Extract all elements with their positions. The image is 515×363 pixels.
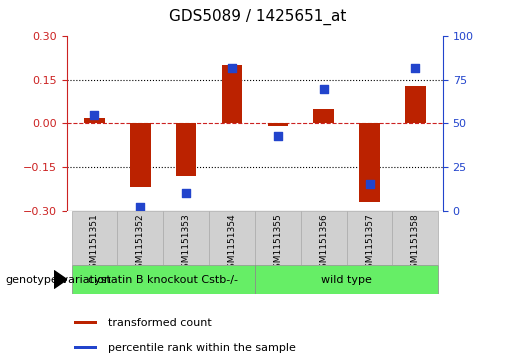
- Text: genotype/variation: genotype/variation: [5, 274, 111, 285]
- Bar: [84, 118, 105, 123]
- Text: GSM1151353: GSM1151353: [182, 213, 191, 274]
- Bar: [359, 123, 380, 202]
- Point: [182, 190, 190, 196]
- Text: GSM1151352: GSM1151352: [136, 213, 145, 274]
- Bar: [314, 109, 334, 123]
- Bar: [255, 211, 301, 265]
- Bar: [347, 211, 392, 265]
- Point: [320, 86, 328, 91]
- Text: GSM1151358: GSM1151358: [411, 213, 420, 274]
- Bar: [163, 211, 209, 265]
- Text: GSM1151356: GSM1151356: [319, 213, 328, 274]
- Text: transformed count: transformed count: [108, 318, 212, 327]
- Point: [90, 112, 98, 118]
- Point: [366, 182, 374, 187]
- Bar: [72, 211, 117, 265]
- Text: percentile rank within the sample: percentile rank within the sample: [108, 343, 296, 352]
- Bar: [130, 123, 150, 187]
- Text: GDS5089 / 1425651_at: GDS5089 / 1425651_at: [169, 9, 346, 25]
- Text: cystatin B knockout Cstb-/-: cystatin B knockout Cstb-/-: [88, 274, 238, 285]
- Text: GSM1151357: GSM1151357: [365, 213, 374, 274]
- Bar: [74, 346, 97, 349]
- Point: [136, 204, 144, 210]
- Bar: [255, 265, 438, 294]
- Bar: [209, 211, 255, 265]
- Bar: [301, 211, 347, 265]
- Text: GSM1151354: GSM1151354: [228, 213, 236, 274]
- Bar: [221, 65, 243, 123]
- Text: GSM1151351: GSM1151351: [90, 213, 99, 274]
- Bar: [405, 86, 426, 123]
- Bar: [72, 265, 255, 294]
- Bar: [392, 211, 438, 265]
- Text: wild type: wild type: [321, 274, 372, 285]
- Point: [411, 65, 420, 70]
- Polygon shape: [54, 271, 67, 288]
- Bar: [267, 123, 288, 126]
- Text: GSM1151355: GSM1151355: [273, 213, 282, 274]
- Bar: [74, 321, 97, 324]
- Bar: [117, 211, 163, 265]
- Bar: [176, 123, 196, 176]
- Point: [274, 133, 282, 139]
- Point: [228, 65, 236, 70]
